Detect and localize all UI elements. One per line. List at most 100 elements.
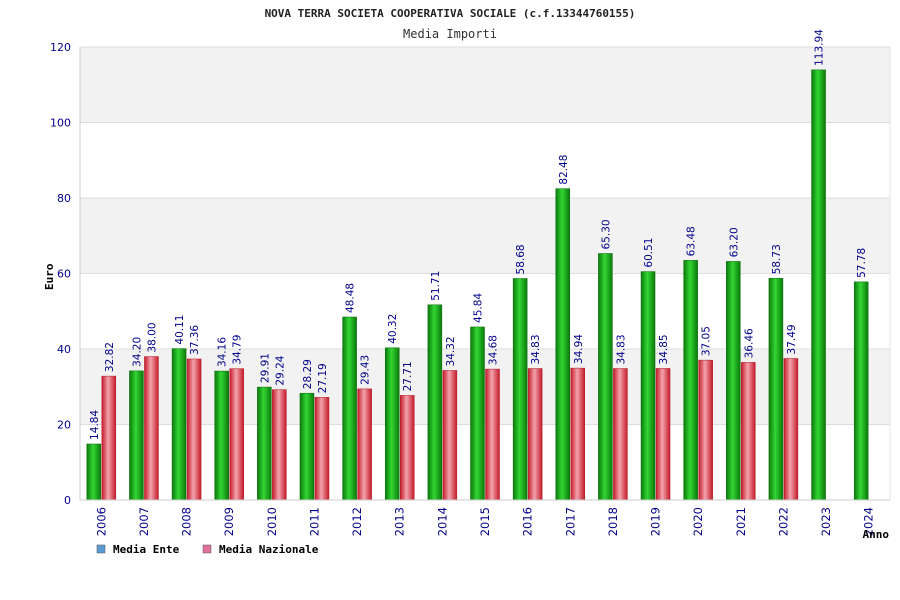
bar-media-nazionale <box>399 395 415 501</box>
data-label-media-ente: 58.73 <box>771 244 783 274</box>
data-label-media-ente: 58.68 <box>515 244 527 274</box>
bar-media-nazionale <box>655 368 671 501</box>
data-label-media-nazionale: 34.32 <box>445 336 457 366</box>
bar-media-ente <box>640 271 656 501</box>
plot-band <box>80 273 890 349</box>
x-tick-label: 2018 <box>606 507 620 536</box>
legend-label-media-ente: Media Ente <box>113 543 180 556</box>
y-tick-label: 20 <box>57 419 71 432</box>
legend-label-media-nazionale: Media Nazionale <box>219 543 319 556</box>
x-axis-label: Anno <box>863 528 890 541</box>
bar-media-ente <box>512 278 528 501</box>
legend-swatch-media-ente <box>96 544 106 554</box>
data-label-media-ente: 29.91 <box>259 353 271 383</box>
data-label-media-nazionale: 37.05 <box>701 326 713 356</box>
x-tick-label: 2024 <box>862 507 876 536</box>
x-tick-label: 2011 <box>307 507 321 536</box>
data-label-media-ente: 48.48 <box>345 283 357 313</box>
bar-media-nazionale <box>442 370 458 501</box>
data-labels: 14.84 32.82 34.20 38.00 40.11 37.36 34.16 34.79… <box>89 29 868 440</box>
data-label-media-nazionale: 32.82 <box>104 342 116 372</box>
y-tick-labels: 0 20 40 60 80 100 120 <box>50 41 71 507</box>
x-tick-label: 2009 <box>222 507 236 536</box>
data-label-media-nazionale: 34.68 <box>488 335 500 365</box>
bar-media-ente <box>427 304 443 501</box>
bar-media-nazionale <box>314 397 330 501</box>
bar-media-ente <box>129 370 144 501</box>
bar-media-ente <box>257 386 272 501</box>
plot-band <box>80 349 890 425</box>
bar-media-ente <box>598 253 613 501</box>
x-tick-label: 2007 <box>137 507 151 536</box>
data-label-media-nazionale: 34.94 <box>573 334 585 364</box>
bar-media-nazionale <box>527 368 543 501</box>
bar-media-ente <box>853 281 869 501</box>
data-label-media-nazionale: 34.83 <box>530 334 542 364</box>
x-tick-label: 2021 <box>734 507 748 536</box>
data-label-media-nazionale: 27.19 <box>317 363 329 393</box>
bar-media-ente <box>342 316 357 501</box>
bars <box>86 69 869 501</box>
bar-media-nazionale <box>229 368 244 501</box>
data-label-media-ente: 57.78 <box>856 248 868 278</box>
y-tick-label: 80 <box>57 192 71 205</box>
data-label-media-nazionale: 29.43 <box>360 355 372 385</box>
x-tick-label: 2015 <box>478 507 492 536</box>
data-label-media-ente: 34.16 <box>217 337 229 367</box>
data-label-media-nazionale: 37.49 <box>786 324 798 354</box>
bar-media-nazionale <box>357 388 372 501</box>
chart-subtitle: Media Importi <box>403 27 497 41</box>
x-tick-label: 2022 <box>776 507 790 536</box>
plot-band <box>80 198 890 274</box>
bar-media-nazionale <box>613 368 628 501</box>
bar-media-nazionale <box>186 358 202 501</box>
data-label-media-ente: 28.29 <box>302 359 314 389</box>
data-label-media-ente: 40.11 <box>174 315 186 345</box>
bar-media-ente <box>384 347 400 501</box>
x-tick-label: 2006 <box>94 507 108 536</box>
x-tick-label: 2014 <box>435 507 449 536</box>
bar-media-nazionale <box>272 389 287 501</box>
data-label-media-nazionale: 38.00 <box>146 322 158 352</box>
data-label-media-ente: 65.30 <box>600 219 612 249</box>
data-label-media-ente: 14.84 <box>89 410 101 440</box>
x-tick-label: 2012 <box>350 507 364 536</box>
x-tick-labels: 2006 2007 2008 2009 2010 2011 2012 2013 2014 2015… <box>94 507 875 536</box>
x-tick-label: 2023 <box>819 507 833 536</box>
chart-title: NOVA TERRA SOCIETA COOPERATIVA SOCIALE (… <box>265 7 636 20</box>
x-tick-label: 2008 <box>180 507 194 536</box>
bar-media-ente <box>683 260 698 501</box>
x-tick-label: 2017 <box>563 507 577 536</box>
y-tick-label: 60 <box>57 268 71 281</box>
data-label-media-ente: 51.71 <box>430 271 442 301</box>
data-label-media-ente: 82.48 <box>558 155 570 185</box>
x-tick-label: 2019 <box>649 507 663 536</box>
data-label-media-nazionale: 34.85 <box>658 334 670 364</box>
data-label-media-nazionale: 34.83 <box>615 334 627 364</box>
bar-media-nazionale <box>783 358 799 501</box>
x-tick-label: 2016 <box>521 507 535 536</box>
data-label-media-nazionale: 34.79 <box>232 335 244 365</box>
data-label-media-ente: 60.51 <box>643 238 655 268</box>
bar-media-nazionale <box>101 375 117 501</box>
bar-media-nazionale <box>144 356 159 501</box>
axes <box>79 47 891 501</box>
data-label-media-ente: 63.48 <box>686 226 698 256</box>
data-label-media-nazionale: 27.71 <box>402 361 414 391</box>
bar-media-ente <box>726 261 741 501</box>
x-tick-label: 2010 <box>265 507 279 536</box>
data-label-media-ente: 34.20 <box>131 337 143 367</box>
plot-band <box>80 122 890 198</box>
data-label-media-ente: 63.20 <box>728 227 740 257</box>
bar-media-nazionale <box>698 359 713 501</box>
bar-media-ente <box>214 370 229 501</box>
x-tick-label: 2020 <box>691 507 705 536</box>
x-tick-label: 2013 <box>393 507 407 536</box>
bar-media-ente <box>768 278 784 501</box>
data-label-media-ente: 40.32 <box>387 314 399 344</box>
bar-media-ente <box>299 392 315 501</box>
bar-media-nazionale <box>485 368 500 501</box>
y-axis-label: Euro <box>43 263 56 290</box>
plot-background <box>80 47 890 500</box>
data-label-media-ente: 113.94 <box>814 29 826 66</box>
